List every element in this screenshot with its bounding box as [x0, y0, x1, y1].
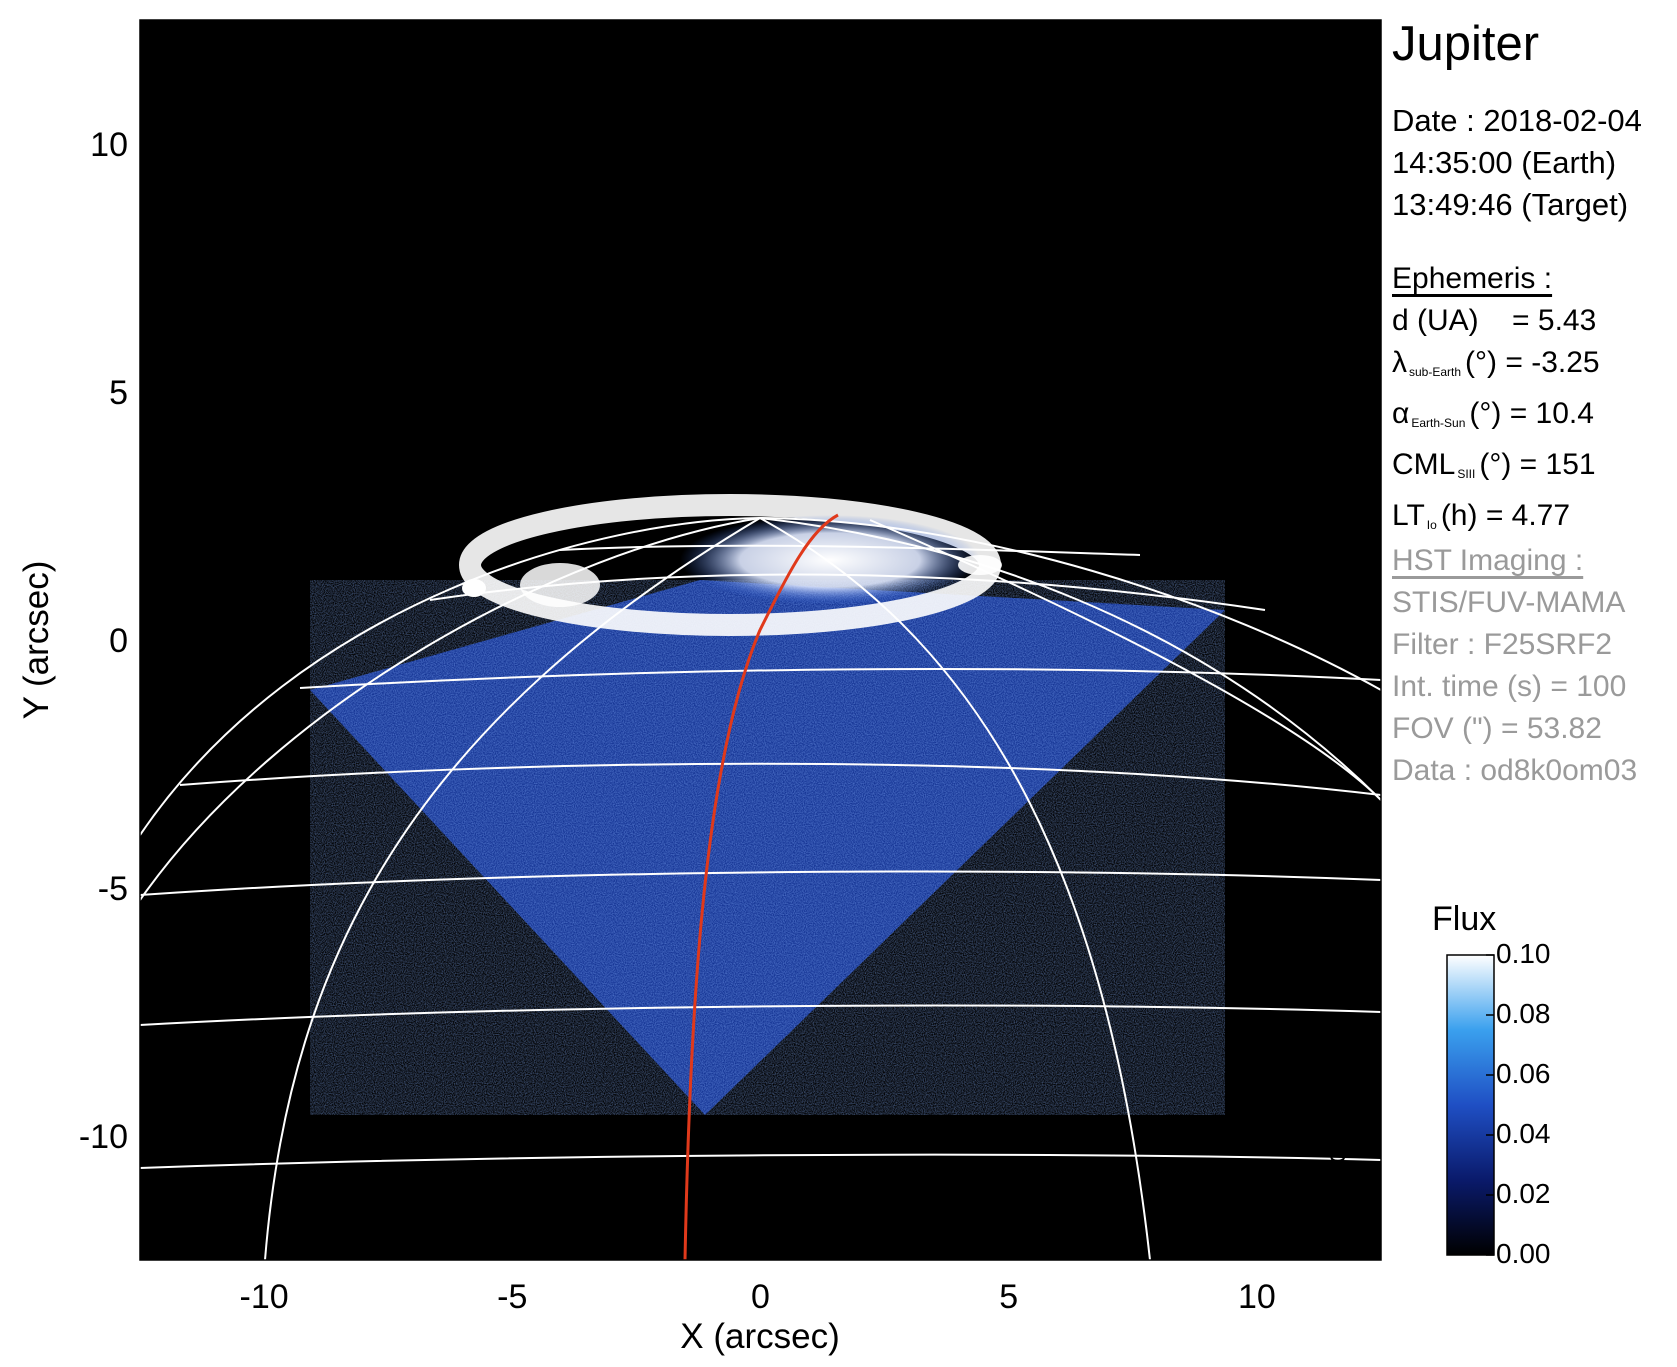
alpha-subscript: Earth-Sun	[1411, 416, 1466, 430]
cml-subscript: SIII	[1457, 467, 1476, 481]
latitude-line	[299, 667, 1381, 689]
cml-value: (°) = 151	[1479, 448, 1596, 481]
longitude-line	[759, 517, 1151, 1260]
phase-angle-row: α Earth-Sun (°) = 10.4	[1392, 393, 1600, 444]
unit-close: )	[1320, 1053, 1351, 1063]
colorbar-tick-label: 0.08	[1496, 998, 1551, 1029]
hst-heading: HST Imaging :	[1392, 544, 1584, 577]
local-time-row: LT Io (h) = 4.77	[1392, 495, 1600, 546]
lt-value: (h) = 4.77	[1440, 499, 1571, 532]
hst-int-time: Int. time (s) = 100	[1392, 670, 1627, 703]
ephemeris-heading: Ephemeris :	[1392, 262, 1553, 295]
y-tick-label: 10	[90, 126, 128, 164]
y-tick-label: 5	[109, 374, 128, 412]
earth-time: 14:35:00 (Earth)	[1392, 145, 1617, 180]
colorbar-tick-label: 0.00	[1496, 1238, 1551, 1269]
y-axis: 10 5 0 -5 -10	[79, 126, 128, 1156]
latitude-line	[179, 762, 1381, 796]
planet-grid	[140, 516, 1381, 1260]
unit-sup: -1	[1320, 1062, 1334, 1074]
latitude-line	[140, 1153, 1381, 1169]
date-line: Date : 2018-02-04	[1392, 103, 1642, 138]
sub-earth-latitude-row: λ sub-Earth (°) = -3.25	[1392, 342, 1600, 393]
lambda-value: (°) = -3.25	[1465, 346, 1600, 379]
latitude-line	[140, 1004, 1381, 1026]
y-tick-label: -10	[79, 1118, 128, 1156]
colorbar-tick-label: 0.02	[1496, 1178, 1551, 1209]
hst-fov: FOV (") = 53.82	[1392, 712, 1602, 745]
hst-data: Data : od8k0om03	[1392, 754, 1638, 787]
x-tick-label: -5	[497, 1278, 527, 1316]
lambda-subscript: sub-Earth	[1409, 365, 1462, 379]
latitude-line	[429, 573, 1266, 611]
colorbar-ticks	[1486, 954, 1494, 1256]
target-time: 13:49:46 (Target)	[1392, 187, 1629, 222]
x-tick-label: -10	[240, 1278, 289, 1316]
colorbar-tick-label: 0.06	[1496, 1058, 1551, 1089]
x-tick-label: 5	[999, 1278, 1018, 1316]
x-axis: -10 -5 0 5 10	[240, 1278, 1276, 1316]
target-name: Jupiter	[1392, 17, 1540, 71]
unit-main: (counts.s	[1320, 1073, 1351, 1187]
y-tick-label: 0	[109, 622, 128, 660]
detector-noise	[310, 580, 1225, 1115]
distance-row: d (UA) = 5.43	[1392, 300, 1600, 342]
lt-symbol: LT	[1392, 499, 1425, 532]
colorbar	[1446, 954, 1495, 1256]
latitude-line	[559, 544, 1141, 556]
date-block: Date : 2018-02-04 14:35:00 (Earth) 13:49…	[1392, 100, 1642, 226]
io-footprint-curve	[683, 513, 839, 1260]
x-axis-label: X (arcsec)	[680, 1317, 839, 1356]
hst-filter: Filter : F25SRF2	[1392, 628, 1613, 661]
lt-subscript: Io	[1426, 518, 1437, 532]
colorbar-title: Flux	[1432, 900, 1497, 938]
x-tick-label: 10	[1238, 1278, 1276, 1316]
hst-image	[140, 494, 1381, 1260]
y-tick-label: -5	[98, 870, 128, 908]
cml-symbol: CML	[1392, 448, 1456, 481]
alpha-value: (°) = 10.4	[1469, 397, 1594, 430]
longitude-line	[869, 519, 1381, 801]
longitude-line	[264, 517, 761, 1260]
ephemeris-block: Ephemeris : d (UA) = 5.43 λ sub-Earth (°) …	[1392, 258, 1600, 546]
alpha-symbol: α	[1392, 397, 1410, 430]
distance-label: d (UA)	[1392, 304, 1479, 337]
plot-frame	[139, 19, 1382, 1261]
aurora-core	[680, 515, 980, 605]
cml-row: CML SIII (°) = 151	[1392, 444, 1600, 495]
colorbar-tick-label: 0.10	[1496, 938, 1551, 969]
hst-instrument: STIS/FUV-MAMA	[1392, 586, 1626, 619]
colorbar-unit: (counts.s-1)	[1320, 1020, 1352, 1220]
distance-value: = 5.43	[1512, 304, 1597, 337]
lambda-symbol: λ	[1392, 346, 1407, 379]
colorbar-tick-label: 0.04	[1496, 1118, 1551, 1149]
latitude-line	[140, 870, 1381, 896]
x-tick-label: 0	[751, 1278, 770, 1316]
hst-block: HST Imaging : STIS/FUV-MAMA Filter : F25…	[1392, 540, 1637, 792]
y-axis-label: Y (arcsec)	[17, 561, 56, 720]
